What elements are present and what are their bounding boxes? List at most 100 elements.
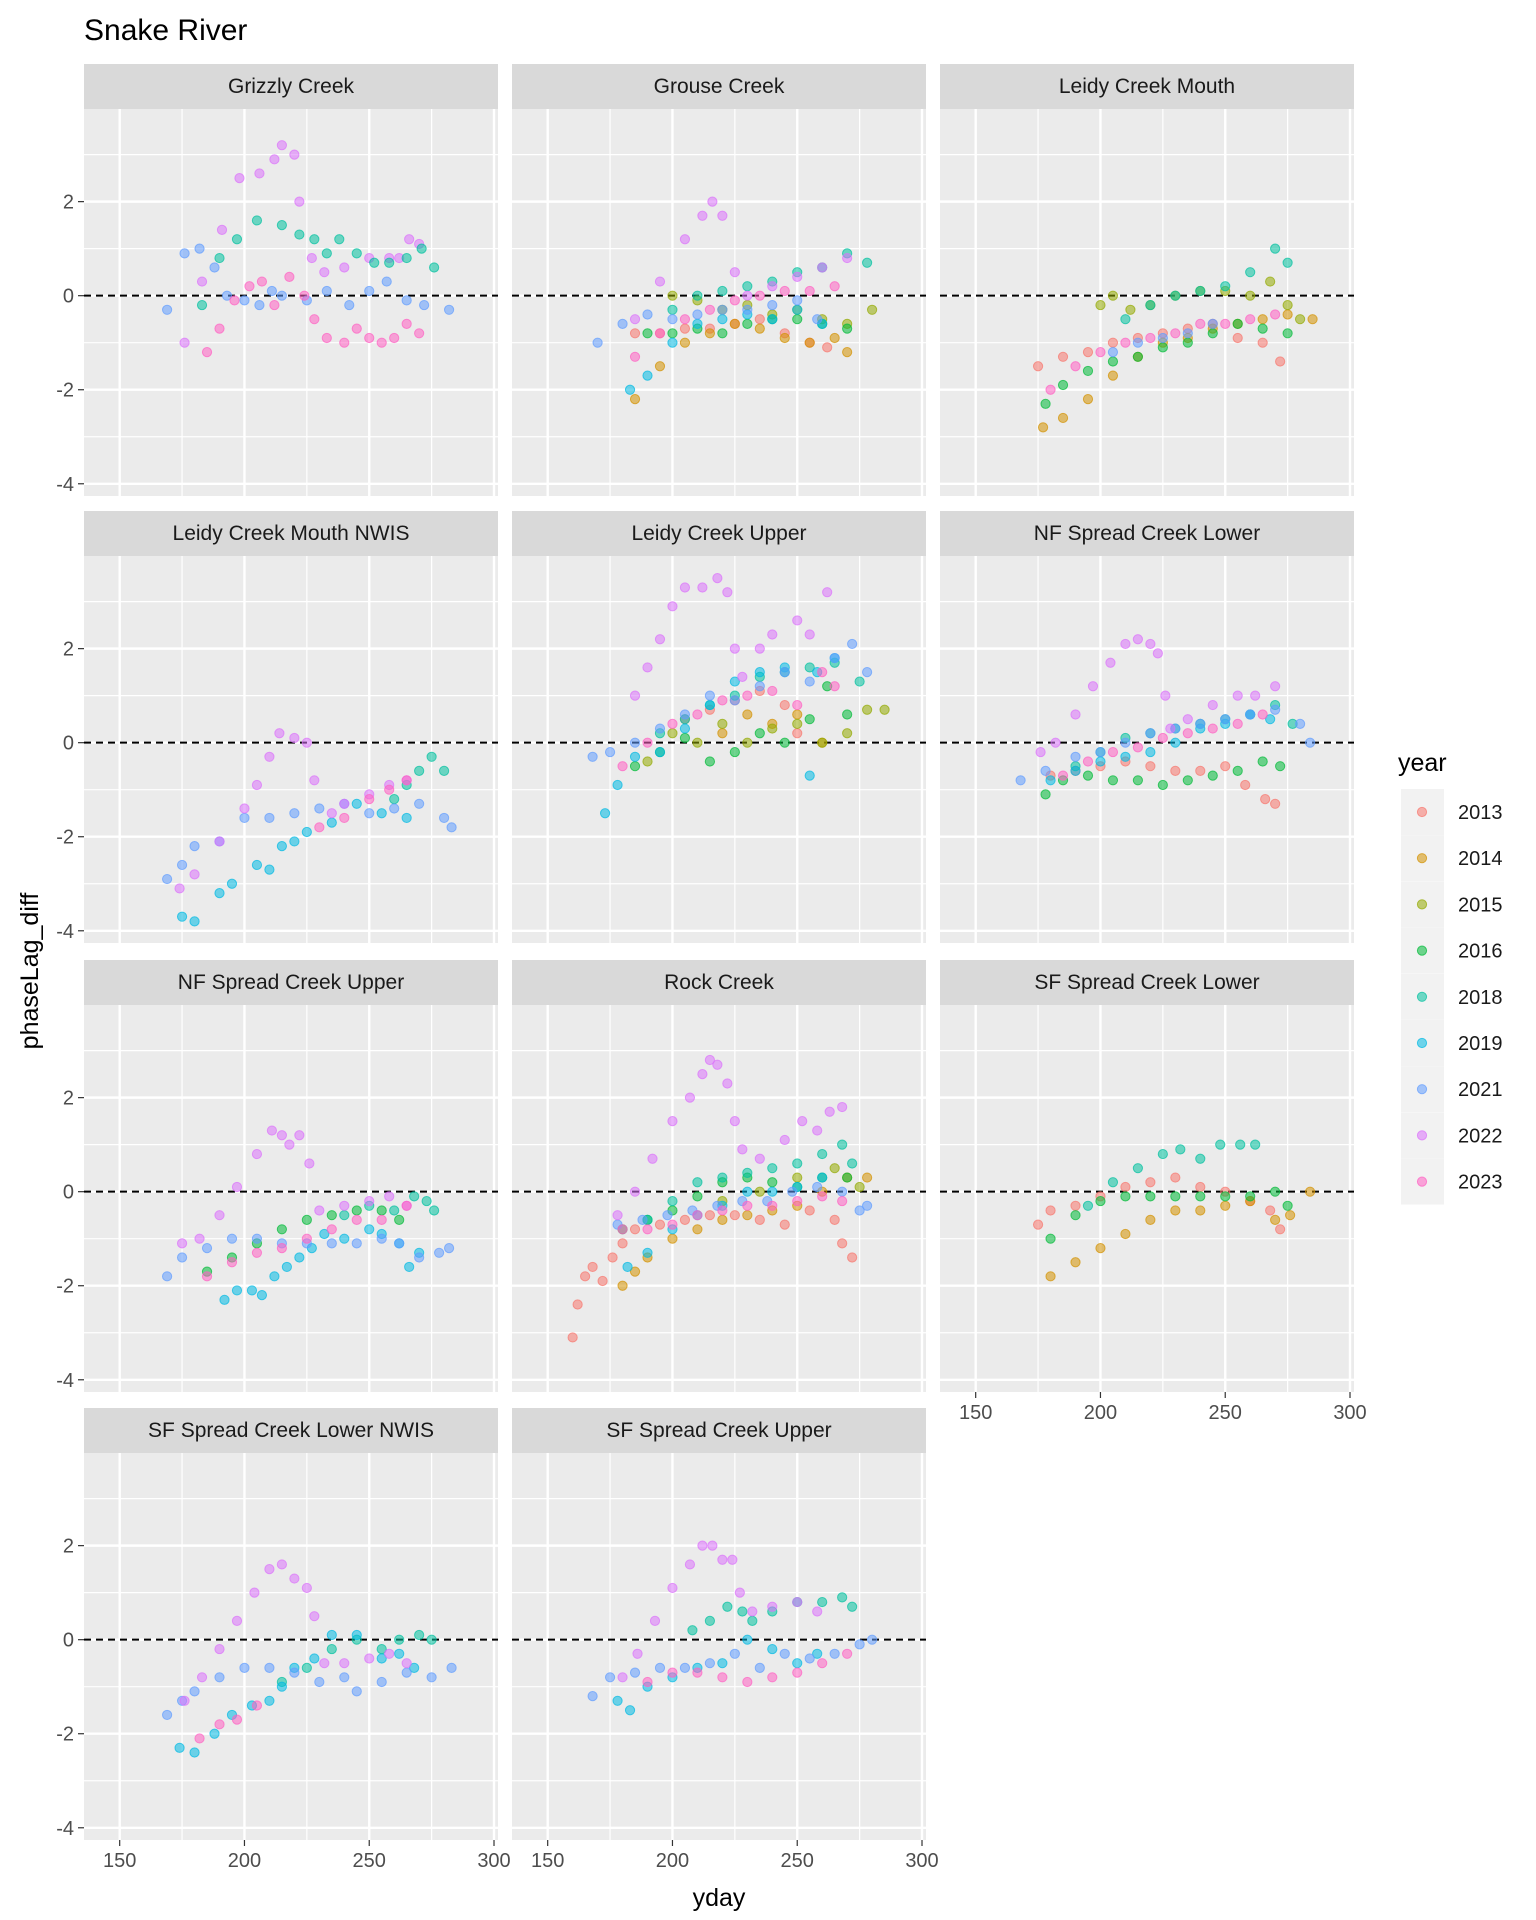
data-point bbox=[879, 704, 890, 715]
panel-background bbox=[84, 1453, 498, 1840]
data-point bbox=[1235, 1139, 1246, 1150]
data-point bbox=[189, 1747, 200, 1758]
legend-swatch bbox=[1416, 945, 1428, 956]
data-point bbox=[1304, 737, 1316, 748]
facet-panel: NF Spread Creek Lower bbox=[940, 511, 1354, 943]
data-point bbox=[717, 1658, 728, 1669]
x-tick-label: 150 bbox=[959, 1402, 992, 1424]
data-point bbox=[364, 1653, 375, 1664]
data-point bbox=[1095, 1195, 1106, 1207]
data-point bbox=[196, 1672, 208, 1683]
data-point bbox=[309, 314, 320, 325]
data-point bbox=[717, 1672, 728, 1683]
data-point bbox=[334, 234, 345, 245]
data-point bbox=[194, 1733, 205, 1744]
data-point bbox=[301, 1662, 312, 1673]
facet-strip-label: SF Spread Creek Upper bbox=[606, 1419, 831, 1442]
data-point bbox=[604, 746, 616, 758]
data-point bbox=[1207, 328, 1218, 339]
data-point bbox=[409, 1191, 420, 1202]
data-point bbox=[1120, 1181, 1131, 1193]
data-point bbox=[729, 676, 740, 687]
data-point bbox=[309, 234, 320, 245]
data-point bbox=[754, 1153, 765, 1164]
data-point bbox=[804, 285, 815, 297]
data-point bbox=[679, 723, 691, 734]
data-point bbox=[854, 1181, 865, 1193]
series-2021 bbox=[1107, 318, 1218, 358]
data-point bbox=[1270, 243, 1281, 254]
data-point bbox=[1107, 347, 1119, 358]
data-point bbox=[319, 1228, 330, 1240]
data-point bbox=[767, 299, 778, 311]
data-point bbox=[446, 822, 457, 833]
data-point bbox=[667, 1219, 678, 1230]
data-point bbox=[817, 1596, 828, 1608]
data-point bbox=[1095, 756, 1106, 767]
data-point bbox=[1195, 1191, 1206, 1202]
data-point bbox=[712, 573, 723, 584]
data-point bbox=[161, 1271, 173, 1282]
data-point bbox=[729, 318, 740, 329]
data-point bbox=[692, 290, 703, 301]
data-point bbox=[837, 1195, 848, 1207]
facet-strip-label: Leidy Creek Upper bbox=[631, 522, 806, 545]
y-tick-label: 0 bbox=[63, 733, 74, 755]
data-point bbox=[629, 751, 641, 762]
data-point bbox=[351, 1238, 362, 1249]
data-point bbox=[704, 1210, 715, 1221]
data-point bbox=[189, 841, 200, 852]
data-point bbox=[281, 1261, 292, 1273]
legend-item-2016: 2016 bbox=[1401, 927, 1503, 974]
data-point bbox=[792, 728, 803, 739]
data-point bbox=[862, 704, 873, 715]
series-2023 bbox=[1057, 709, 1268, 781]
data-point bbox=[742, 304, 753, 315]
data-point bbox=[642, 756, 653, 767]
legend-swatch bbox=[1416, 899, 1428, 910]
series-2022 bbox=[176, 1125, 412, 1249]
data-point bbox=[667, 1195, 678, 1207]
data-point bbox=[326, 1224, 337, 1235]
data-point bbox=[394, 1238, 405, 1249]
chart-title: Snake River bbox=[84, 14, 247, 47]
data-point bbox=[1070, 1200, 1081, 1211]
data-point bbox=[697, 1540, 708, 1551]
data-point bbox=[812, 314, 823, 325]
data-point bbox=[692, 1210, 703, 1221]
facet-strip bbox=[512, 1408, 926, 1453]
data-point bbox=[426, 1634, 437, 1645]
data-point bbox=[404, 1261, 415, 1273]
legend-label: 2014 bbox=[1458, 848, 1503, 870]
data-point bbox=[717, 728, 728, 739]
data-point bbox=[194, 243, 205, 254]
data-point bbox=[707, 196, 718, 207]
data-point bbox=[1120, 1228, 1131, 1240]
data-point bbox=[384, 784, 395, 795]
series-2019 bbox=[174, 1629, 420, 1758]
data-point bbox=[1170, 1191, 1181, 1202]
data-point bbox=[314, 1205, 325, 1216]
data-point bbox=[214, 252, 225, 264]
data-point bbox=[409, 1662, 420, 1673]
data-point bbox=[617, 1672, 628, 1683]
data-point bbox=[742, 1186, 753, 1197]
data-point bbox=[326, 808, 337, 819]
data-point bbox=[704, 1658, 715, 1669]
data-point bbox=[339, 812, 350, 824]
data-point bbox=[161, 304, 173, 315]
data-point bbox=[804, 770, 815, 781]
data-point bbox=[817, 667, 828, 678]
data-point bbox=[264, 812, 275, 824]
data-point bbox=[1120, 314, 1131, 325]
data-point bbox=[251, 1233, 263, 1244]
data-point bbox=[276, 220, 287, 231]
data-point bbox=[829, 681, 840, 692]
data-point bbox=[862, 667, 873, 678]
data-point bbox=[1245, 290, 1256, 301]
data-point bbox=[854, 1205, 865, 1216]
data-point bbox=[742, 1634, 753, 1645]
data-point bbox=[1257, 314, 1268, 325]
data-point bbox=[1040, 398, 1051, 409]
data-point bbox=[256, 1290, 268, 1301]
